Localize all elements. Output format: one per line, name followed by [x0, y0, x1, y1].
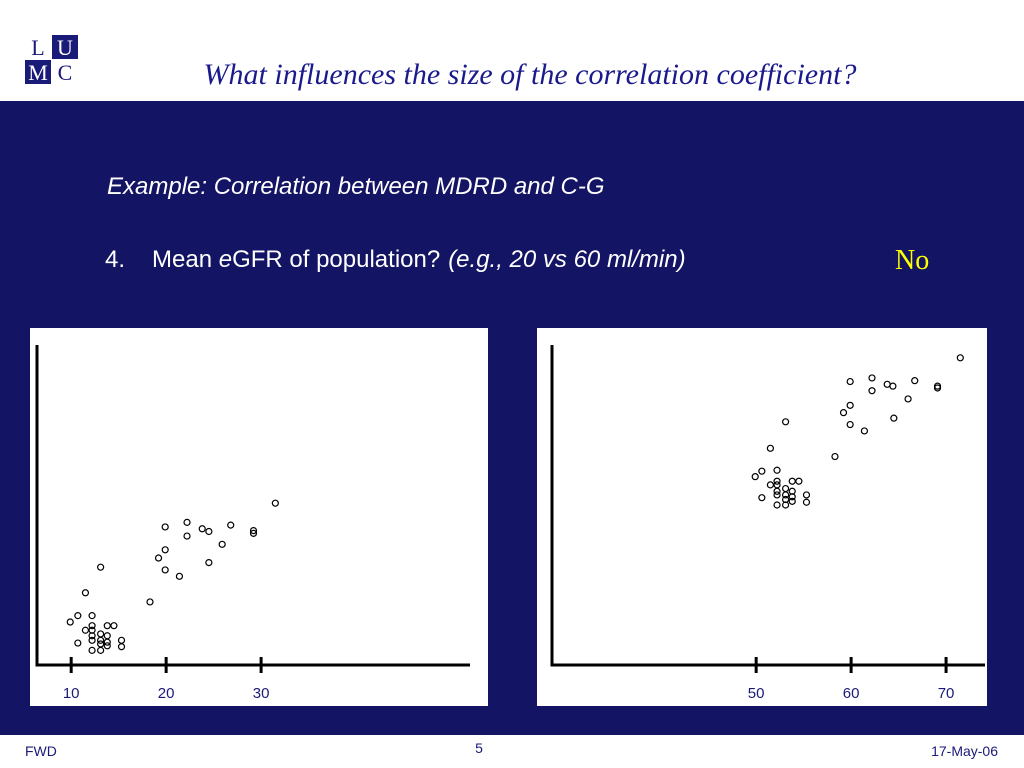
point	[205, 558, 213, 567]
point	[758, 467, 766, 475]
chart-panel	[537, 328, 987, 706]
point	[766, 481, 774, 489]
point	[846, 420, 854, 429]
point	[110, 622, 118, 630]
point	[802, 491, 811, 499]
text-part: Mean	[152, 246, 219, 273]
point	[860, 427, 869, 435]
page-number: 5	[475, 740, 483, 756]
point	[795, 477, 803, 485]
point	[249, 526, 258, 535]
x-tick-label: 70	[938, 685, 955, 702]
point	[883, 380, 891, 388]
point	[97, 640, 105, 648]
slide-title: What influences the size of the correlat…	[204, 58, 857, 91]
point	[103, 642, 111, 650]
point	[766, 444, 774, 452]
point	[88, 636, 96, 644]
point	[911, 377, 919, 385]
footer-left: FWD	[25, 743, 57, 759]
point	[773, 466, 781, 474]
x-tick-label: 50	[748, 685, 765, 702]
point	[788, 497, 796, 505]
point	[890, 414, 898, 422]
point	[839, 409, 848, 417]
point	[781, 495, 790, 504]
point	[97, 636, 105, 644]
point	[117, 643, 126, 651]
example: (e.g., 20 vs 60 ml/min)	[448, 246, 685, 273]
logo-letter: M	[28, 60, 48, 85]
text-part: GFR of population?	[232, 246, 440, 273]
subtitle: Example: Correlation between MDRD and C-…	[107, 173, 605, 200]
point	[227, 521, 235, 529]
footer-date: 17-May-06	[931, 743, 998, 759]
point	[868, 374, 876, 382]
point	[103, 622, 111, 630]
point	[88, 612, 96, 620]
point	[773, 491, 781, 499]
logo-letter: L	[31, 35, 44, 60]
point	[81, 626, 90, 634]
point	[802, 498, 811, 506]
logo-box	[52, 35, 78, 59]
point	[81, 589, 90, 597]
point	[88, 646, 96, 654]
point	[161, 523, 169, 531]
point	[161, 566, 169, 574]
logo-box	[25, 60, 51, 84]
point	[183, 532, 191, 540]
point	[846, 401, 854, 409]
point	[868, 387, 876, 395]
point	[146, 598, 154, 606]
point	[788, 493, 796, 501]
point	[751, 473, 759, 481]
x-tick-label: 30	[253, 685, 270, 702]
point	[161, 546, 169, 554]
point	[103, 638, 111, 646]
point	[66, 618, 74, 626]
point	[933, 384, 942, 392]
point	[249, 529, 258, 537]
x-tick-label: 60	[843, 685, 860, 702]
text-part: e	[219, 246, 232, 273]
point	[781, 418, 790, 426]
point	[956, 354, 964, 362]
point	[74, 612, 82, 620]
point	[758, 494, 766, 502]
point	[205, 527, 213, 536]
point	[773, 477, 781, 485]
point	[198, 525, 206, 533]
point	[218, 540, 226, 548]
chart-panel	[30, 328, 488, 706]
point	[88, 632, 96, 640]
point	[154, 554, 163, 562]
item-number: 4.	[105, 246, 125, 273]
logo-letter: C	[58, 60, 73, 85]
point	[97, 563, 105, 571]
x-tick-label: 20	[158, 685, 175, 702]
point	[904, 395, 912, 403]
point	[846, 377, 854, 386]
point	[773, 487, 781, 495]
point	[183, 518, 191, 526]
point	[773, 501, 781, 509]
point	[74, 639, 82, 647]
logo-letter: U	[57, 35, 73, 60]
point	[781, 491, 790, 499]
answer: No	[895, 245, 929, 276]
point	[175, 572, 184, 580]
point	[831, 452, 839, 461]
point	[788, 477, 796, 485]
point	[271, 499, 279, 507]
item-text: Mean eGFR of population? (e.g., 20 vs 60 …	[152, 246, 686, 273]
x-tick-label: 10	[63, 685, 80, 702]
point	[88, 622, 96, 630]
